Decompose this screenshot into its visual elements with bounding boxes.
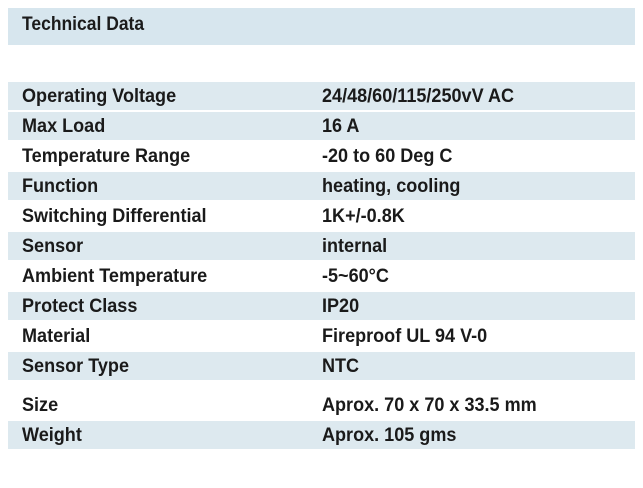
row-label: Size (22, 395, 59, 416)
row-value: Aprox. 105 gms (322, 425, 457, 446)
row-label: Material (22, 326, 91, 347)
row-label: Temperature Range (22, 146, 191, 167)
table-row-max-load: Max Load 16 A (8, 112, 635, 142)
table-row-weight: Weight Aprox. 105 gms (8, 421, 635, 451)
row-value: NTC (322, 356, 360, 377)
row-value: 24/48/60/115/250vV AC (322, 86, 515, 107)
row-label: Ambient Temperature (22, 266, 208, 287)
table-row-sensor: Sensor internal (8, 232, 635, 262)
row-value: Aprox. 70 x 70 x 33.5 mm (322, 395, 537, 416)
row-label: Sensor (22, 236, 84, 257)
section-header: Technical Data (8, 8, 635, 45)
row-label: Max Load (22, 116, 106, 137)
row-value: -20 to 60 Deg C (322, 146, 453, 167)
table-row-size: Size Aprox. 70 x 70 x 33.5 mm (8, 391, 635, 421)
technical-data-table: Operating Voltage 24/48/60/115/250vV AC … (8, 82, 635, 451)
table-row-operating-voltage: Operating Voltage 24/48/60/115/250vV AC (8, 82, 635, 112)
table-row-switching-differential: Switching Differential 1K+/-0.8K (8, 202, 635, 232)
row-label: Protect Class (22, 296, 138, 317)
table-row-material: Material Fireproof UL 94 V-0 (8, 322, 635, 352)
row-label: Function (22, 176, 99, 197)
row-value: IP20 (322, 296, 360, 317)
section-title: Technical Data (22, 14, 145, 35)
table-row-protect-class: Protect Class IP20 (8, 292, 635, 322)
table-row-ambient-temperature: Ambient Temperature -5~60°C (8, 262, 635, 292)
row-label: Switching Differential (22, 206, 207, 227)
row-value: heating, cooling (322, 176, 461, 197)
row-label: Operating Voltage (22, 86, 177, 107)
row-value: 16 A (322, 116, 360, 137)
row-label: Weight (22, 425, 82, 446)
row-label: Sensor Type (22, 356, 130, 377)
table-row-sensor-type: Sensor Type NTC (8, 352, 635, 382)
row-value: internal (322, 236, 388, 257)
row-value: -5~60°C (322, 266, 389, 287)
table-row-function: Function heating, cooling (8, 172, 635, 202)
row-value: Fireproof UL 94 V-0 (322, 326, 488, 347)
row-value: 1K+/-0.8K (322, 206, 405, 227)
table-row-temperature-range: Temperature Range -20 to 60 Deg C (8, 142, 635, 172)
